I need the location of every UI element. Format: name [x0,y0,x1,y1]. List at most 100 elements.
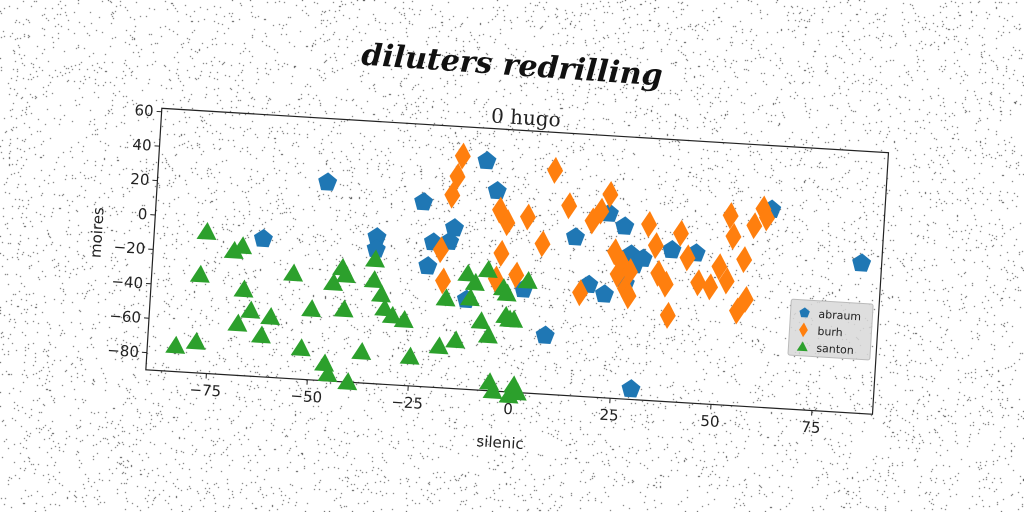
point-santon [232,236,253,255]
point-santon [363,270,384,289]
point-santon [365,249,385,268]
point-burh [711,253,728,281]
point-abraum [367,227,387,246]
point-santon [428,336,449,355]
point-burh [561,192,578,220]
point-burh [621,258,638,286]
point-santon [517,270,538,290]
point-santon [381,305,402,324]
legend-marker-burh [799,322,808,338]
point-santon [314,353,335,372]
point-santon [290,338,311,357]
y-axis-ticks: −80 −60 −40 −20 0 20 40 60 [107,101,162,361]
point-burh [620,282,637,310]
point-santon [470,311,491,330]
point-santon [196,221,217,241]
scatter-plot: 0 hugo silenic moires −75 −50 −25 0 25 50 75 −… [87,101,890,453]
point-burh [755,195,772,223]
y-tick-label: 40 [132,136,152,155]
y-axis-label: moires [87,206,108,258]
point-burh [519,203,536,231]
point-abraum [852,253,872,272]
y-tick-label: −80 [107,341,140,361]
point-burh [641,210,658,238]
legend-box [787,298,874,361]
point-abraum [318,172,338,191]
point-abraum [633,248,653,267]
point-abraum [487,181,507,200]
point-abraum [566,227,586,246]
point-santon [399,346,420,365]
point-burh [547,156,564,184]
x-tick-label: 75 [801,418,821,437]
x-tick-label: 0 [503,400,514,419]
point-burh [487,265,504,293]
y-tick-label: −40 [111,272,144,292]
point-santon [435,288,456,307]
point-santon [351,341,372,361]
point-abraum [662,240,682,259]
point-burh [534,230,551,258]
x-tick-label: −50 [290,387,323,407]
point-burh [736,246,753,274]
point-santon [457,263,478,282]
point-abraum [621,379,641,398]
x-tick-label: 25 [599,406,619,425]
point-burh [499,209,516,237]
point-burh [602,180,619,208]
point-santon [317,364,338,383]
point-santon [250,325,271,344]
point-santon [233,279,254,298]
point-santon [165,335,186,354]
point-burh [679,244,696,272]
point-santon [370,284,391,303]
data-points [165,142,872,404]
x-tick-label: −75 [189,381,222,401]
point-burh [607,238,623,266]
point-burh [737,285,754,313]
x-axis-label: silenic [476,432,524,453]
x-axis-ticks: −75 −50 −25 0 25 50 75 [189,373,821,437]
point-burh [647,232,664,260]
point-santon [189,264,210,283]
legend-label-burh: burh [817,325,843,340]
point-santon [496,283,517,302]
chart-title: 0 hugo [490,103,561,131]
point-abraum [366,239,386,258]
point-abraum [477,151,497,170]
point-abraum [253,228,273,248]
point-burh [454,142,471,170]
point-burh [657,270,674,298]
point-santon [503,309,524,328]
point-abraum [615,216,635,235]
legend-label-santon: santon [816,342,854,357]
point-burh [702,273,719,301]
x-tick-label: −25 [391,393,424,413]
point-burh [508,261,525,289]
point-burh [672,219,689,247]
point-burh [650,259,667,287]
point-burh [609,260,626,288]
point-burh [593,197,610,225]
point-burh [493,239,510,267]
point-santon [482,381,503,400]
point-santon [393,310,414,329]
point-burh [758,204,775,232]
point-burh [722,202,739,230]
y-tick-label: 60 [134,101,154,120]
point-santon [260,307,281,326]
y-tick-label: 0 [137,205,148,224]
point-santon [227,313,248,332]
x-tick-label: 50 [700,412,720,431]
y-tick-label: 20 [130,170,150,189]
point-abraum [445,218,465,237]
point-santon [323,272,344,291]
point-burh [718,267,735,295]
point-santon [185,331,206,350]
point-santon [333,299,354,318]
point-santon [283,263,304,282]
point-santon [477,325,498,344]
point-burh [659,301,676,329]
point-santon [464,272,485,291]
